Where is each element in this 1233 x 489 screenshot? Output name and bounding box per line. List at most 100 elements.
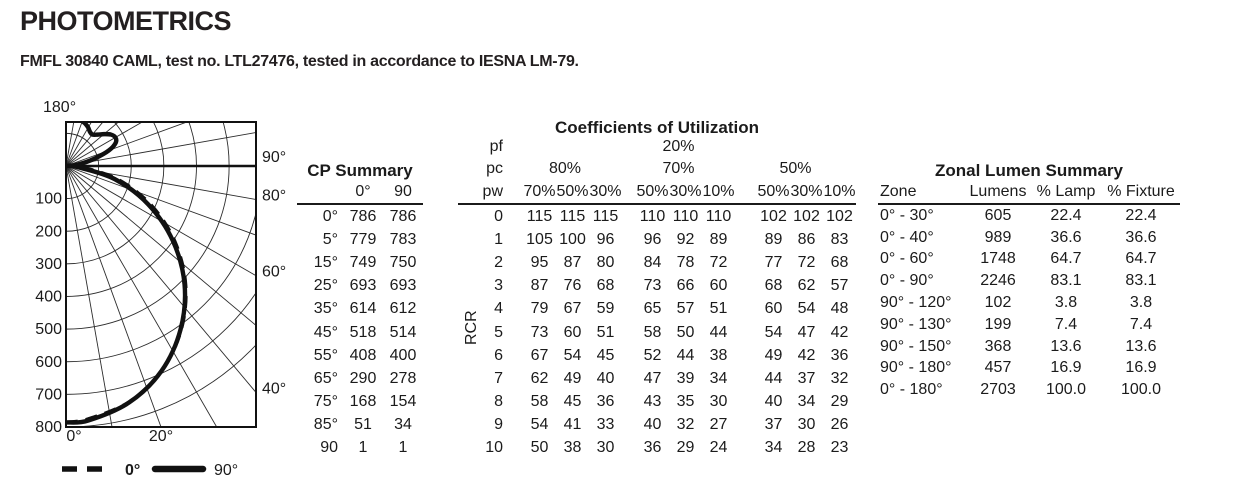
cu-cell: 54 — [530, 416, 549, 434]
cp-summary-row: 90 1 1 — [297, 437, 423, 460]
cu-pc-70: 70% — [662, 159, 695, 177]
cu-pw-value: 30% — [790, 180, 823, 205]
cu-cell: 2 — [494, 253, 503, 271]
cp-summary-row: 25° 693 693 — [297, 275, 423, 298]
cp-summary-cell: 750 — [389, 253, 417, 271]
cu-cell: 73 — [643, 277, 662, 295]
zonal-header-row: Zone Lumens % Lamp % Fixture — [878, 181, 1180, 205]
cu-cell: 30 — [709, 393, 728, 411]
cu-cell: 40 — [643, 416, 662, 434]
zonal-cell: 0° - 30° — [880, 206, 934, 224]
cu-cell: 77 — [764, 253, 783, 271]
cu-cell: 110 — [672, 207, 699, 225]
zonal-cell: 100.0 — [1120, 381, 1162, 399]
cu-cell: 102 — [760, 207, 787, 225]
coefficients-table: pf 20% pc 80% 70% 50% pw 70% 50% 30% 50%… — [458, 136, 856, 460]
cp-summary-cell: 1 — [358, 439, 368, 457]
zonal-cell: 457 — [984, 359, 1012, 377]
cp-summary-row: 75° 168 154 — [297, 391, 423, 414]
cu-pw-value: 70% — [508, 180, 556, 205]
cu-row: 8 58 45 36 43 35 30 40 34 29 — [458, 391, 856, 414]
cp-summary-cell: 0° — [322, 207, 338, 225]
cu-cell: 110 — [639, 207, 666, 225]
angle-label-right: 80° — [262, 188, 286, 205]
cu-cell: 96 — [643, 230, 662, 248]
zonal-cell: 90° - 130° — [880, 315, 952, 333]
cu-cell: 72 — [709, 253, 728, 271]
cu-pw-row: pw 70% 50% 30% 50% 30% 10% 50% 30% 10% — [458, 180, 856, 205]
cu-cell: 60 — [563, 323, 582, 341]
page-title: PHOTOMETRICS — [20, 6, 232, 36]
cp-summary-table: 0° 90 0° 786 786 5° 779 783 15° 749 750 25° 693 693… — [297, 180, 423, 460]
angle-gridline — [66, 165, 162, 427]
cu-cell: 67 — [563, 300, 582, 318]
cu-cell: 87 — [530, 277, 549, 295]
cu-cell: 76 — [563, 277, 582, 295]
zonal-cell: 199 — [984, 315, 1012, 333]
radial-tick-label: 400 — [35, 289, 62, 306]
cu-cell: 0 — [494, 207, 503, 225]
cp-summary-cell: 45° — [313, 323, 338, 341]
zonal-cell: 64.7 — [1050, 250, 1082, 268]
zonal-cell: 989 — [984, 228, 1012, 246]
cu-pw-value: 30% — [669, 180, 702, 205]
cu-cell: 42 — [797, 346, 816, 364]
angle-gridline — [66, 165, 256, 200]
angle-label-180: 180° — [43, 99, 76, 116]
radial-tick-label: 800 — [35, 419, 62, 436]
cp-summary-cell: 25° — [313, 277, 338, 295]
cu-pw-value: 50% — [622, 180, 669, 205]
cp-summary-cell: 5° — [322, 230, 338, 248]
cu-cell: 80 — [596, 253, 615, 271]
cu-cell: 6 — [494, 346, 503, 364]
cu-cell: 115 — [559, 207, 586, 225]
zonal-cell: 36.6 — [1050, 228, 1082, 246]
cu-cell: 115 — [592, 207, 619, 225]
zonal-row: 0° - 30° 605 22.4 22.4 — [878, 204, 1180, 227]
zonal-cell: 83.1 — [1125, 272, 1157, 290]
rcr-axis-label: RCR — [463, 310, 480, 345]
cu-cell: 36 — [643, 439, 662, 457]
cu-cell: 49 — [563, 369, 582, 387]
zonal-cell: 0° - 90° — [880, 272, 934, 290]
cu-pw-value: 50% — [556, 180, 589, 205]
cu-cell: 50 — [530, 439, 549, 457]
cu-cell: 110 — [705, 207, 732, 225]
cp-summary-cell: 278 — [389, 369, 417, 387]
zonal-cell: 0° - 180° — [880, 381, 943, 399]
cp-summary-cell: 65° — [313, 369, 338, 387]
cp-summary-cell: 85° — [313, 416, 338, 434]
cu-row: 0 115 115 115 110 110 110 102 102 102 — [458, 204, 856, 228]
cu-cell: 30 — [596, 439, 615, 457]
cu-cell: 102 — [826, 207, 853, 225]
zonal-cell: 16.9 — [1125, 359, 1157, 377]
cu-pw-value: 50% — [735, 180, 790, 205]
cu-cell: 68 — [596, 277, 615, 295]
angle-gridline — [66, 165, 256, 277]
cu-cell: 24 — [709, 439, 728, 457]
cu-cell: 38 — [709, 346, 728, 364]
cu-pc-label: pc — [486, 159, 503, 177]
cu-cell: 45 — [596, 346, 615, 364]
cu-row: 5 73 60 51 58 50 44 54 47 42 — [458, 321, 856, 344]
radial-gridline — [66, 122, 197, 297]
zonal-lumen-table: Zone Lumens % Lamp % Fixture 0° - 30° 605… — [878, 181, 1180, 401]
cu-cell: 40 — [764, 393, 783, 411]
cu-pc-50: 50% — [779, 159, 812, 177]
cu-cell: 28 — [797, 439, 816, 457]
cu-cell: 37 — [764, 416, 783, 434]
zonal-row: 90° - 130° 199 7.4 7.4 — [878, 314, 1180, 336]
cp-summary-row: 65° 290 278 — [297, 367, 423, 390]
cu-cell: 35 — [676, 393, 695, 411]
zonal-row: 90° - 150° 368 13.6 13.6 — [878, 336, 1180, 358]
cp-col-blank — [297, 180, 343, 205]
angle-gridline — [66, 122, 120, 167]
cp-summary-cell: 90 — [320, 439, 338, 457]
cu-cell: 60 — [709, 277, 728, 295]
cu-cell: 89 — [764, 230, 783, 248]
cu-cell: 78 — [676, 253, 695, 271]
angle-gridline — [66, 132, 256, 167]
cp-col-90deg: 90 — [383, 180, 423, 205]
cp-col-0deg: 0° — [343, 180, 383, 205]
cu-row: 9 54 41 33 40 32 27 37 30 26 — [458, 414, 856, 437]
